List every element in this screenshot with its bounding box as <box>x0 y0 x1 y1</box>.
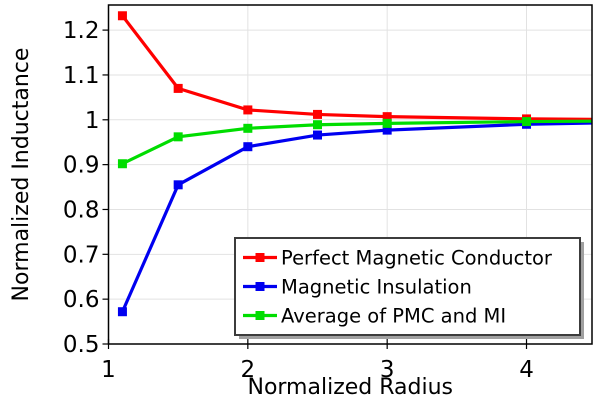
series-marker-0 <box>173 83 183 93</box>
plot-frame <box>107 4 593 345</box>
y-tick-label: 1.2 <box>63 18 100 44</box>
series-marker-1 <box>117 307 127 317</box>
series-marker-2 <box>117 159 127 169</box>
series-marker-2 <box>382 118 392 128</box>
legend-sample-marker-0 <box>255 253 265 262</box>
series-marker-0 <box>382 112 392 122</box>
y-tick-label: 0.7 <box>63 242 100 268</box>
legend-label-1: Magnetic Insulation <box>281 276 472 299</box>
series-marker-0 <box>591 114 592 124</box>
series-marker-0 <box>117 11 127 21</box>
x-tick-label: 2 <box>241 357 256 383</box>
series-marker-1 <box>591 118 592 128</box>
legend-label-0: Perfect Magnetic Conductor <box>281 247 553 270</box>
series-marker-0 <box>313 109 323 119</box>
legend-sample-marker-1 <box>255 282 265 291</box>
y-tick-label: 1 <box>85 108 100 134</box>
series-marker-1 <box>313 130 323 140</box>
series-marker-2 <box>522 117 532 127</box>
y-tick-label: 0.9 <box>63 153 100 179</box>
series-marker-2 <box>173 132 183 142</box>
series-marker-2 <box>243 123 253 133</box>
series-marker-2 <box>313 120 323 130</box>
legend-sample-marker-2 <box>255 311 265 320</box>
y-tick-label: 0.6 <box>63 287 100 313</box>
series-line-0 <box>121 14 592 121</box>
y-tick-label: 0.5 <box>63 332 100 358</box>
legend-box <box>234 237 581 336</box>
legend: Perfect Magnetic Conductor Magnetic Insul… <box>234 237 584 339</box>
series-marker-0 <box>243 105 253 115</box>
x-tick-label: 3 <box>380 357 395 383</box>
series-group <box>117 11 592 317</box>
x-axis-title: Normalized Radius <box>247 375 453 400</box>
legend-label-2: Average of PMC and MI <box>281 305 506 328</box>
series-marker-1 <box>173 180 183 190</box>
series-marker-1 <box>382 125 392 135</box>
y-axis-title: Normalized Inductance <box>9 48 34 302</box>
y-tick-label: 0.8 <box>63 197 100 223</box>
series-marker-2 <box>591 116 592 126</box>
x-tick-label: 1 <box>101 357 116 383</box>
y-tick-label: 1.1 <box>63 63 100 89</box>
series-marker-1 <box>243 142 253 152</box>
x-tick-label: 4 <box>519 357 534 383</box>
